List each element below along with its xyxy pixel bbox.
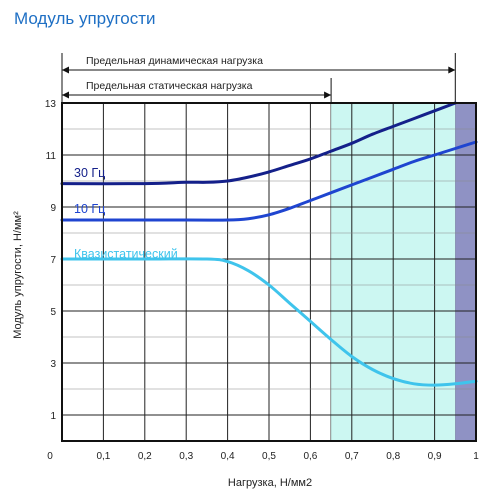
range-annotations: Предельная динамическая нагрузка Предельн…: [61, 53, 456, 441]
range-arrow-head-right: [448, 66, 456, 74]
x-tick-label: 0: [47, 451, 53, 462]
x-tick-label: 0,4: [221, 451, 235, 462]
plot-frame: [61, 102, 477, 442]
x-tick-label: 0,5: [262, 451, 276, 462]
grid: [62, 103, 476, 441]
x-tick-label: 0,8: [386, 451, 400, 462]
series-label-0: 30 Гц: [74, 166, 105, 180]
y-tick-label: 11: [46, 151, 57, 162]
range-arrow-head-left: [62, 66, 69, 74]
range-arrow-head-left: [62, 91, 69, 99]
x-tick-label: 0,1: [96, 451, 110, 462]
y-tick-label: 5: [50, 307, 56, 318]
x-tick-label: 0,3: [179, 451, 193, 462]
series-line-0: [60, 101, 457, 186]
shaded-zones: [331, 103, 476, 441]
y-tick-label: 13: [45, 99, 57, 110]
chart-title: Модуль упругости: [14, 9, 156, 28]
x-tick-label: 0,2: [138, 451, 152, 462]
range-arrow-head-right: [324, 91, 332, 99]
y-tick-label: 7: [50, 255, 56, 266]
x-tick-label: 0,9: [428, 451, 442, 462]
series-label-1: 10 Гц: [74, 202, 105, 216]
range-label: Предельная динамическая нагрузка: [86, 55, 263, 67]
series-labels: 30 Гц 10 Гц Квазистатический: [74, 166, 178, 261]
shaded-zone-1: [455, 103, 476, 441]
x-tick-label: 0,6: [303, 451, 317, 462]
x-tick-label: 1: [473, 451, 479, 462]
range-label: Предельная статическая нагрузка: [86, 80, 253, 92]
y-tick-label: 3: [50, 359, 56, 370]
series-line-1: [60, 140, 478, 222]
y-tick-label: 9: [50, 203, 56, 214]
x-tick-label: 0,7: [345, 451, 359, 462]
series-label-2: Квазистатический: [74, 247, 178, 261]
series-line-2: [60, 257, 478, 387]
x-axis-label: Нагрузка, Н/мм2: [228, 477, 312, 489]
y-axis-label: Модуль упругости, Н/мм²: [12, 211, 24, 339]
series-lines: [60, 101, 478, 387]
y-tick-label: 1: [50, 411, 56, 422]
